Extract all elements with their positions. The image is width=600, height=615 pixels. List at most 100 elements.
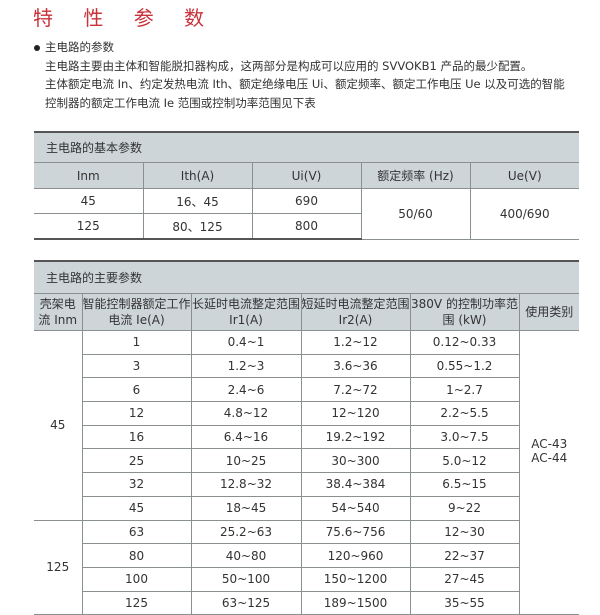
column-header: Ui(V) xyxy=(251,162,362,189)
cell: 1.2~12 xyxy=(300,330,411,355)
column-header: 智能控制器额定工作电流 Ie(A) xyxy=(81,293,192,331)
cell: 7.2~72 xyxy=(300,377,411,403)
column-header: 壳架电流 Inm xyxy=(34,293,83,331)
cell: 690 xyxy=(251,188,362,214)
intro-line: 主电路主要由主体和智能脱扣器构成，这两部分是构成可以应用的 SVVOKB1 产品… xyxy=(45,58,533,73)
frame-current-cell: 125 xyxy=(34,519,83,615)
cell: 120~960 xyxy=(300,543,411,568)
column-header: 380V 的控制功率范围 (kW) xyxy=(409,293,520,331)
cell: 38.4~384 xyxy=(300,472,411,497)
table-row: 12 4.8~12 12~120 2.2~5.5 xyxy=(34,401,579,426)
basic-parameters-table: 主电路的基本参数 Inm Ith(A) Ui(V) 额定频率 (Hz) Ue(V… xyxy=(34,131,580,240)
column-header: Inm xyxy=(34,162,144,189)
column-header: Ith(A) xyxy=(142,162,253,189)
cell: 16、45 xyxy=(142,188,253,214)
table-row: 6 2.4~6 7.2~72 1~2.7 xyxy=(34,377,579,403)
cell: 12~120 xyxy=(300,401,411,426)
table-header-row: Inm Ith(A) Ui(V) 额定频率 (Hz) Ue(V) xyxy=(34,162,580,189)
cell: 0.55~1.2 xyxy=(409,353,519,379)
cell: 125 xyxy=(82,590,192,615)
cell: 16 xyxy=(82,424,192,450)
cell: 10~25 xyxy=(190,448,302,474)
bullet-icon xyxy=(34,44,40,51)
cell: 63 xyxy=(81,519,192,545)
cell: 50~100 xyxy=(190,566,302,592)
frame-current-cell: 45 xyxy=(34,330,83,521)
cell: 6.5~15 xyxy=(409,472,519,497)
cell: 0.12~0.33 xyxy=(409,330,520,355)
table-row: 32 12.8~32 38.4~384 6.5~15 xyxy=(34,472,579,497)
cell: 25 xyxy=(82,448,192,474)
table-header-row: 壳架电流 Inm 智能控制器额定工作电流 Ie(A) 长延时电流整定范围 Ir1… xyxy=(34,293,580,331)
cell: 2.2~5.5 xyxy=(409,401,519,426)
main-parameters-table: 主电路的主要参数 壳架电流 Inm 智能控制器额定工作电流 Ie(A) 长延时电… xyxy=(34,260,580,615)
table-row: 100 50~100 150~1200 27~45 xyxy=(34,566,579,592)
cell: 100 xyxy=(82,566,192,592)
table-row: 45 18~45 54~540 9~22 xyxy=(34,495,579,521)
column-header: 额定频率 (Hz) xyxy=(360,162,471,189)
cell: 19.2~192 xyxy=(300,424,411,450)
cell: 27~45 xyxy=(409,566,519,592)
cell: 125 xyxy=(34,213,144,240)
table-caption: 主电路的基本参数 xyxy=(34,131,580,163)
cell: 63~125 xyxy=(190,590,302,615)
intro-heading-text: 主电路的参数 xyxy=(45,40,114,54)
cell: 45 xyxy=(82,495,192,521)
table-row: 45 1 0.4~1 1.2~12 0.12~0.33 AC-43 AC-44 xyxy=(34,329,580,615)
intro-line: 主体额定电流 In、约定发热电流 Ith、额定绝缘电压 Ui、额定频率、额定工作… xyxy=(45,77,565,91)
usage-category: AC-44 xyxy=(531,451,568,465)
table-row: 45 16、45 690 50/60 400/690 xyxy=(34,188,580,240)
cell: 150~1200 xyxy=(300,566,411,592)
cell: 40~80 xyxy=(190,543,302,568)
cell: 80、125 xyxy=(142,213,253,240)
cell: 5.0~12 xyxy=(409,448,519,474)
cell: 75.6~756 xyxy=(300,519,411,545)
cell: 32 xyxy=(82,472,192,497)
cell: 1.2~3 xyxy=(190,353,302,379)
frequency-cell: 50/60 xyxy=(360,188,471,240)
cell: 25.2~63 xyxy=(190,519,302,545)
table-row: 125 63~125 189~1500 35~55 xyxy=(34,590,579,615)
cell: 800 xyxy=(251,213,361,240)
cell: 54~540 xyxy=(300,495,411,521)
column-header: 短延时电流整定范围 Ir2(A) xyxy=(300,293,411,331)
usage-category: AC-43 xyxy=(531,437,568,451)
cell: 0.4~1 xyxy=(190,330,302,355)
page-title: 特 性 参 数 xyxy=(33,6,217,30)
cell: 22~37 xyxy=(409,543,519,568)
cell: 6 xyxy=(82,377,192,403)
table-row: 125 63 25.2~63 75.6~756 12~30 xyxy=(34,519,579,615)
cell: 18~45 xyxy=(190,495,302,521)
cell: 30~300 xyxy=(300,448,411,474)
column-header: 长延时电流整定范围 Ir1(A) xyxy=(190,293,302,331)
cell: 3 xyxy=(82,353,192,379)
cell: 1 xyxy=(81,330,192,355)
cell: 189~1500 xyxy=(300,590,411,615)
table-row: 80 40~80 120~960 22~37 xyxy=(34,543,579,568)
cell: 2.4~6 xyxy=(190,377,302,403)
table-row: 16 6.4~16 19.2~192 3.0~7.5 xyxy=(34,424,579,450)
cell: 12 xyxy=(82,401,192,426)
cell: 3.6~36 xyxy=(300,353,411,379)
column-header: Ue(V) xyxy=(469,162,580,189)
cell: 45 xyxy=(34,188,144,214)
usage-category-cell: AC-43 AC-44 xyxy=(518,329,580,615)
table-row: 3 1.2~3 3.6~36 0.55~1.2 xyxy=(34,353,579,379)
cell: 4.8~12 xyxy=(190,401,302,426)
cell: 12.8~32 xyxy=(190,472,302,497)
cell: 80 xyxy=(82,543,192,568)
table-row: 125 80、125 800 xyxy=(34,213,579,240)
intro-section: 主电路的参数 主电路主要由主体和智能脱扣器构成，这两部分是构成可以应用的 SVV… xyxy=(34,38,565,112)
cell: 6.4~16 xyxy=(190,424,302,450)
column-header: 使用类别 xyxy=(518,293,580,331)
table-caption: 主电路的主要参数 xyxy=(34,260,580,294)
ue-cell: 400/690 xyxy=(469,188,580,240)
cell: 35~55 xyxy=(409,590,519,615)
cell: 9~22 xyxy=(409,495,519,521)
cell: 12~30 xyxy=(409,519,519,545)
cell: 3.0~7.5 xyxy=(409,424,519,450)
cell: 1~2.7 xyxy=(409,377,519,403)
intro-heading: 主电路的参数 xyxy=(34,38,565,57)
table-row: 25 10~25 30~300 5.0~12 xyxy=(34,448,579,474)
intro-line: 控制器的额定工作电流 Ie 范围或控制功率范围见下表 xyxy=(45,95,316,110)
